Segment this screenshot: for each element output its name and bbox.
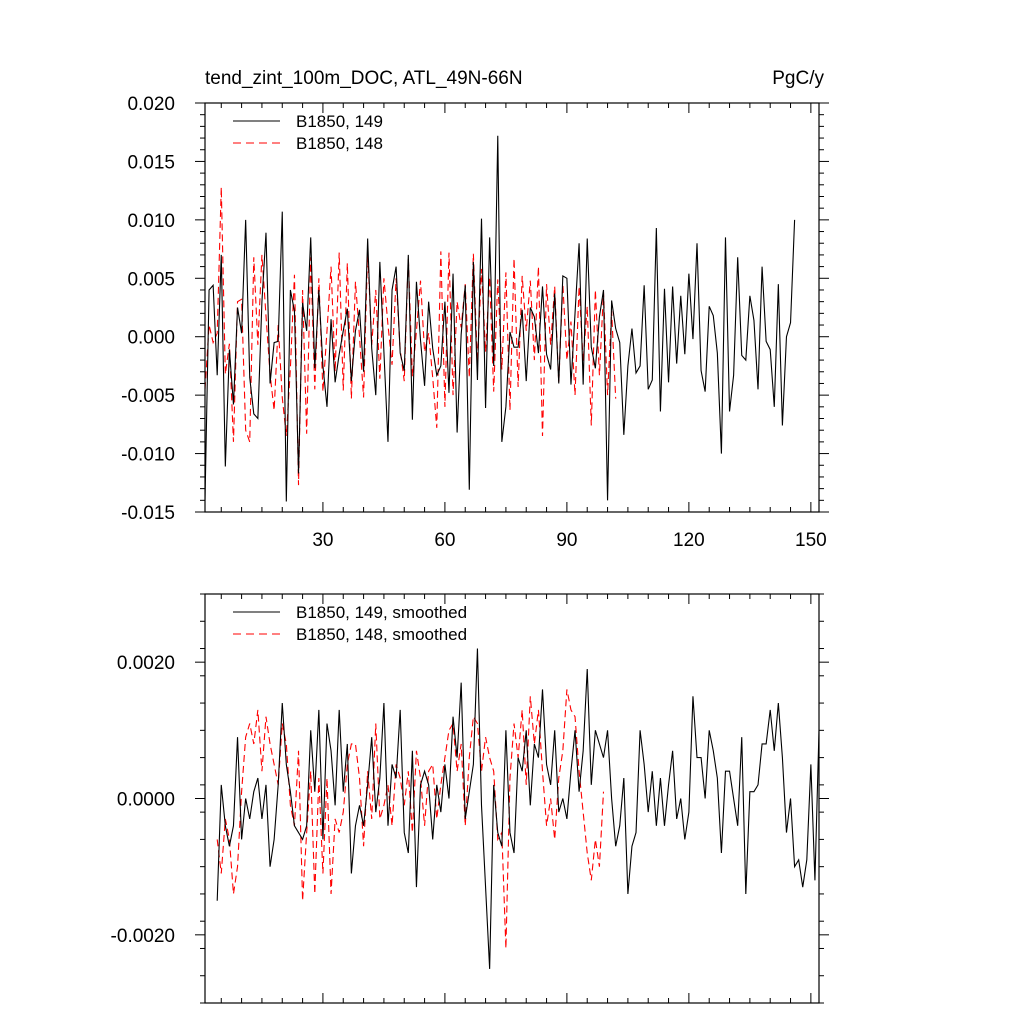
x-tick-label: 60 bbox=[434, 530, 455, 551]
top-panel: tend_zint_100m_DOC, ATL_49N-66N PgC/y 30… bbox=[121, 68, 829, 551]
top-tick-group: 30 60 90 120 150 -0.015 -0.010 -0.005 0.000 0.005… bbox=[121, 94, 829, 551]
y-tick-label: 0.020 bbox=[127, 94, 175, 115]
y-tick-label: -0.0020 bbox=[111, 926, 175, 947]
x-tick-label: 150 bbox=[795, 530, 827, 551]
legend-label-148: B1850, 148 bbox=[296, 134, 383, 153]
bottom-tick-group: -0.0020 0.0000 0.0020 bbox=[111, 593, 829, 1004]
bottom-plot-frame bbox=[204, 593, 820, 1004]
y-tick-label: -0.005 bbox=[121, 386, 175, 407]
y-tick-label: 0.015 bbox=[127, 152, 175, 173]
legend-label-148-smoothed: B1850, 148, smoothed bbox=[296, 625, 467, 644]
legend-label-149: B1850, 149 bbox=[296, 112, 383, 131]
y-tick-label: -0.010 bbox=[121, 445, 175, 466]
bottom-legend: B1850, 149, smoothed B1850, 148, smoothe… bbox=[233, 603, 467, 644]
top-plot-frame bbox=[204, 102, 820, 513]
series-line-b1850-149-smoothed bbox=[216, 648, 819, 969]
x-tick-label: 30 bbox=[312, 530, 333, 551]
y-tick-label: 0.000 bbox=[127, 328, 175, 349]
top-legend: B1850, 149 B1850, 148 bbox=[233, 112, 383, 153]
x-tick-label: 90 bbox=[556, 530, 577, 551]
series-line-b1850-149 bbox=[205, 135, 796, 502]
y-tick-label: 0.0020 bbox=[117, 653, 175, 674]
bottom-series-layer bbox=[216, 648, 819, 969]
y-tick-label: 0.0000 bbox=[117, 790, 175, 811]
legend-label-149-smoothed: B1850, 149, smoothed bbox=[296, 603, 467, 622]
top-series-layer bbox=[205, 135, 796, 502]
y-tick-label: 0.005 bbox=[127, 269, 175, 290]
units-label: PgC/y bbox=[772, 68, 824, 89]
y-tick-label: 0.010 bbox=[127, 211, 175, 232]
x-tick-label: 120 bbox=[673, 530, 705, 551]
chart-title: tend_zint_100m_DOC, ATL_49N-66N bbox=[205, 68, 523, 89]
bottom-panel: -0.0020 0.0000 0.0020 B1850, 149, smoothed… bbox=[111, 593, 829, 1004]
y-tick-label: -0.015 bbox=[121, 503, 175, 524]
